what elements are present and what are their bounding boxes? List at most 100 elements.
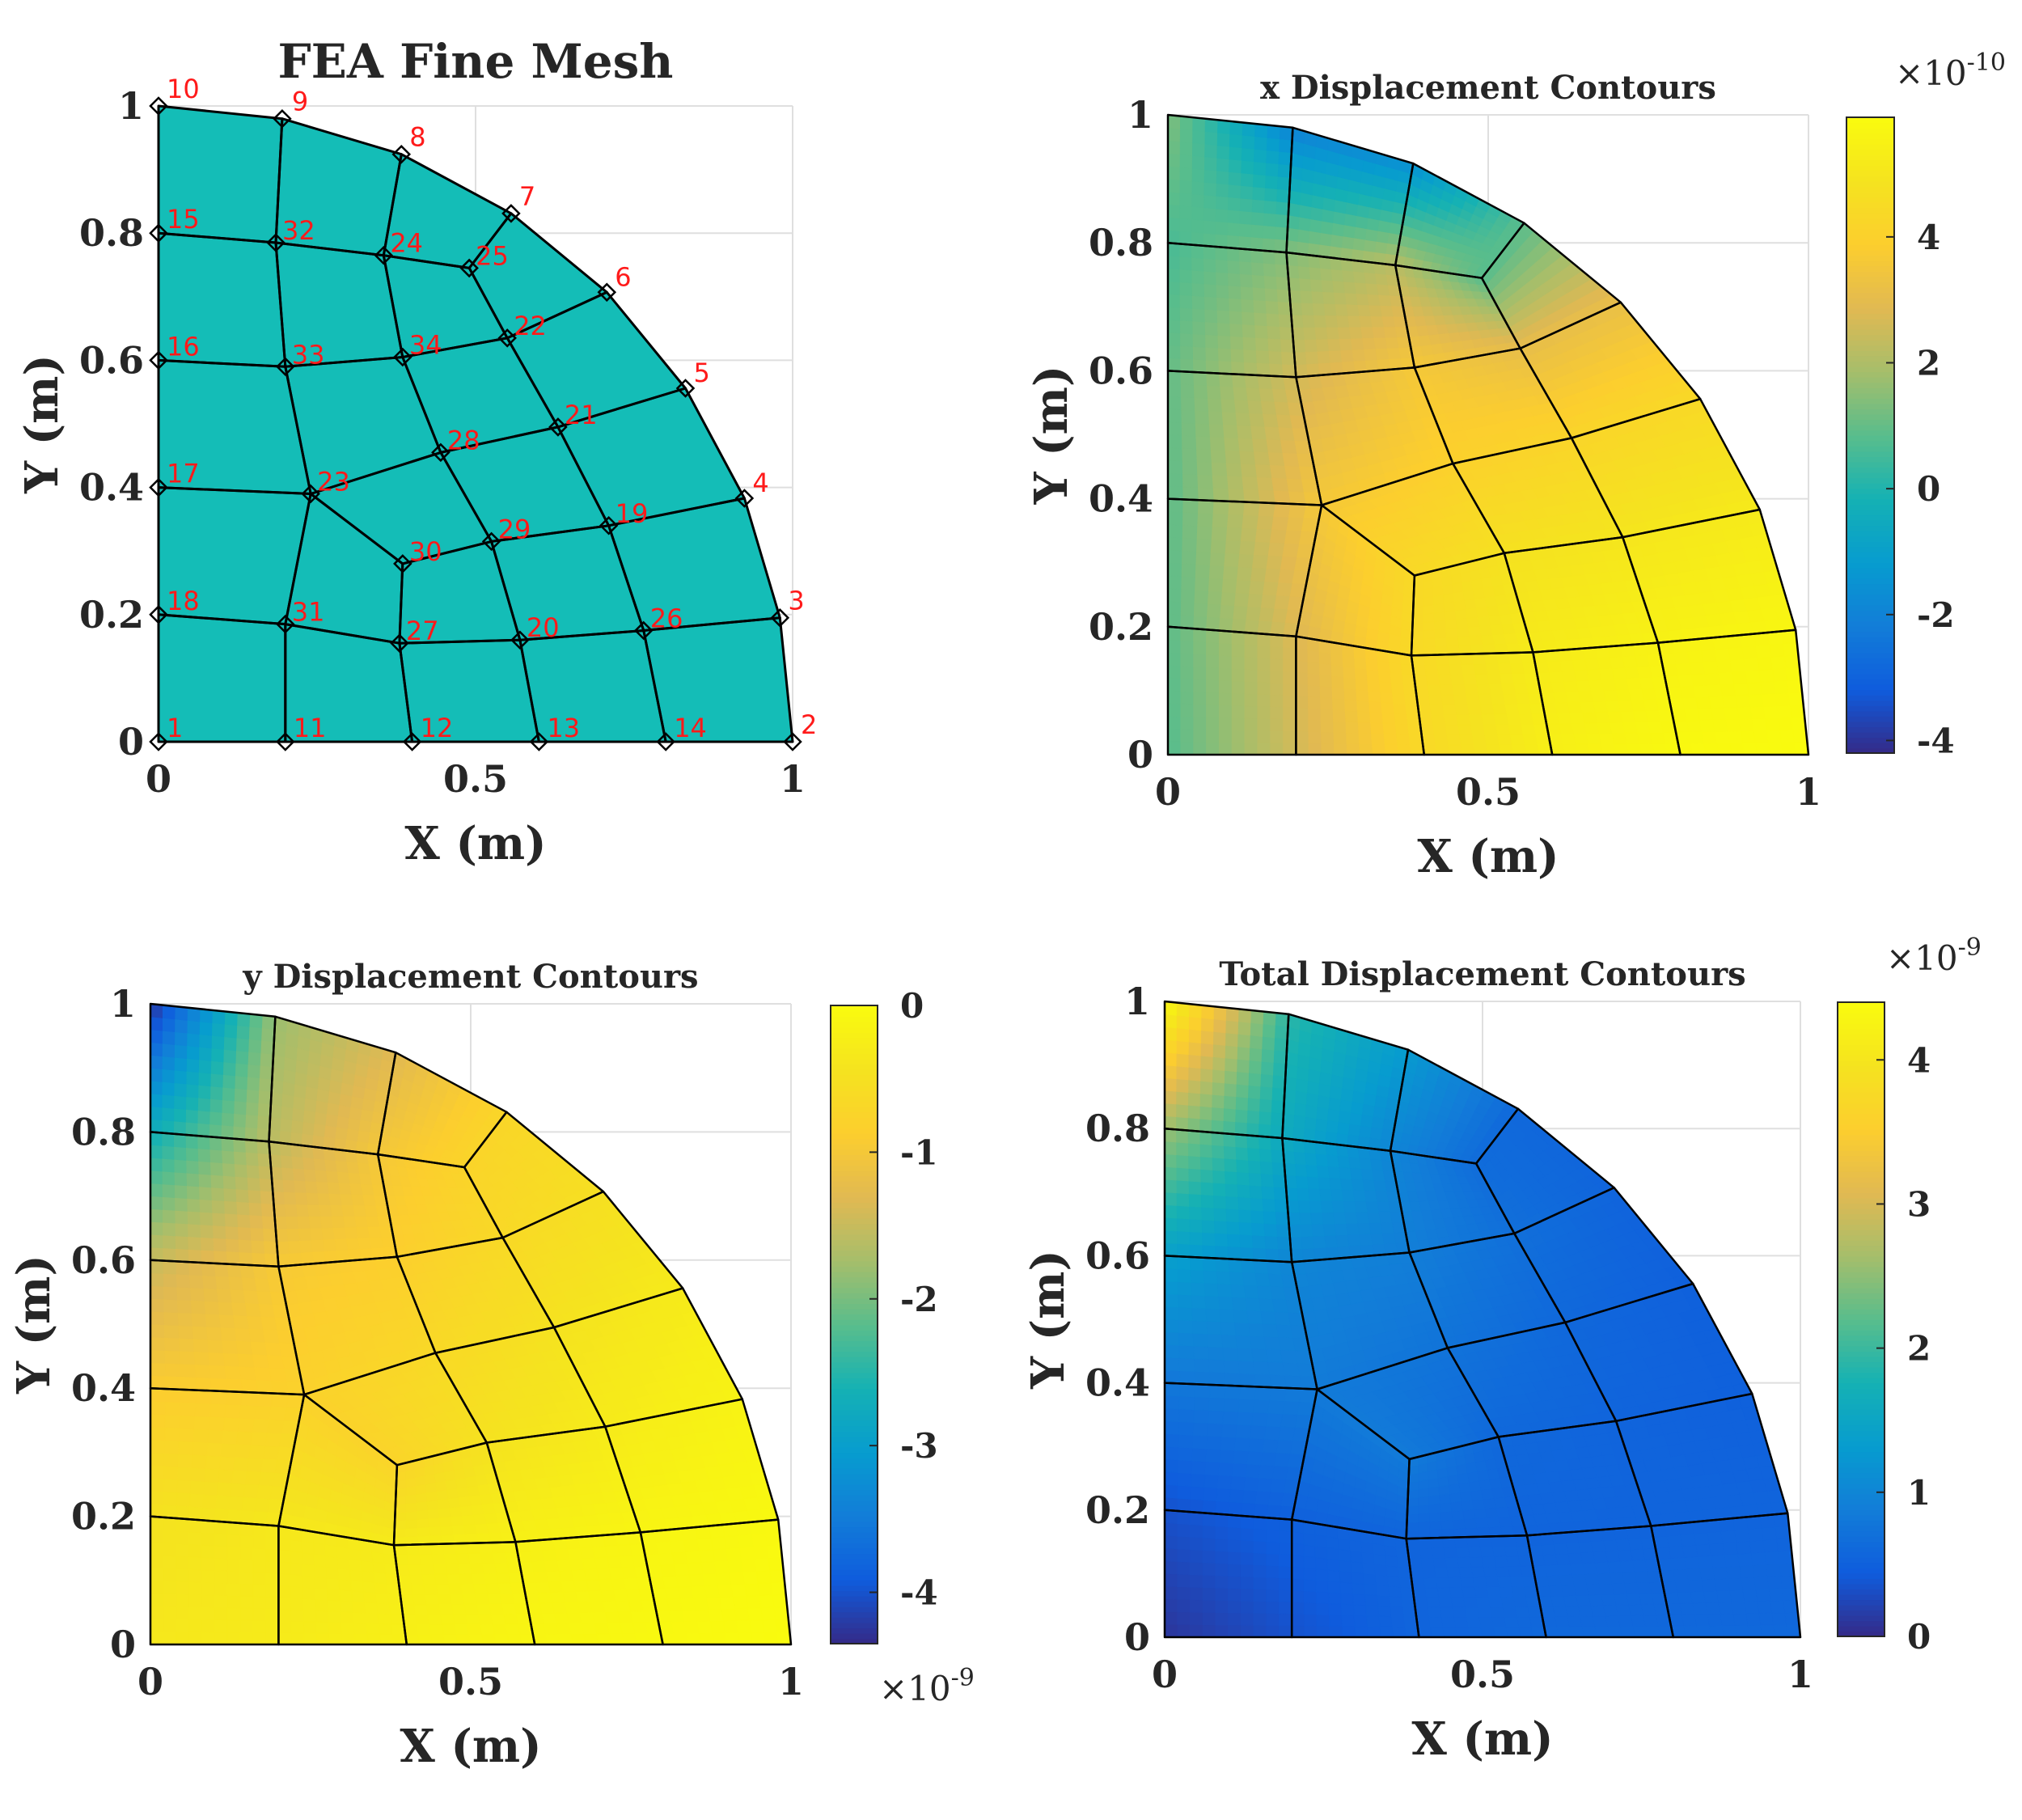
contour-cell: [361, 1183, 375, 1196]
contour-cell: [1480, 634, 1495, 645]
contour-cell: [729, 1571, 746, 1585]
contour-cell: [357, 1237, 372, 1250]
contour-cell: [252, 1418, 270, 1433]
contour-cell: [302, 1610, 317, 1623]
contour-cell: [476, 1603, 492, 1615]
contour-cell: [163, 1221, 176, 1237]
contour-cell: [562, 1590, 578, 1603]
contour-cell: [450, 1594, 465, 1605]
contour-cell: [579, 1611, 595, 1624]
contour-cell: [178, 1441, 194, 1455]
contour-cell: [1352, 349, 1366, 362]
contour-cell: [1356, 293, 1370, 306]
contour-cell: [1296, 742, 1309, 756]
contour-cell: [1485, 662, 1501, 675]
colorbar-segment: [1846, 631, 1894, 637]
contour-cell: [1284, 465, 1302, 480]
contour-cell: [1357, 722, 1372, 734]
node-marker: [481, 531, 501, 552]
contour-cell: [176, 1581, 189, 1595]
contour-cell: [1222, 565, 1239, 581]
contour-cell: [202, 1493, 218, 1509]
contour-cell: [235, 1062, 249, 1077]
contour-cell: [1264, 187, 1278, 202]
contour-cell: [1241, 298, 1255, 313]
contour-cell: [178, 1325, 194, 1340]
contour-cell: [609, 1567, 625, 1580]
contour-cell: [1331, 675, 1345, 689]
contour-cell: [195, 1390, 213, 1404]
contour-cell: [755, 1557, 771, 1572]
contour-cell: [1252, 173, 1267, 188]
contour-cell: [451, 1524, 466, 1535]
contour-cell: [1284, 529, 1302, 544]
contour-cell: [1192, 333, 1207, 348]
contour-cell: [265, 1584, 279, 1598]
colorbar-segment: [1846, 440, 1894, 447]
contour-cell: [1219, 642, 1233, 657]
contour-cell: [446, 1488, 459, 1500]
colorbar-segment: [1846, 355, 1894, 362]
contour-cell: [286, 1228, 301, 1242]
contour-cell: [1282, 452, 1300, 467]
contour-cell: [1219, 729, 1233, 743]
contour-cell: [376, 1602, 391, 1615]
contour-cell: [1364, 239, 1377, 253]
contour-cell: [226, 1607, 241, 1621]
contour-cell: [186, 1070, 200, 1086]
contour-cell: [1231, 643, 1246, 658]
contour-cell: [1499, 744, 1515, 756]
contour-cell: [1689, 662, 1706, 675]
contour-cell: [405, 1535, 419, 1546]
contour-cell: [1222, 424, 1239, 438]
contour-cell: [1203, 194, 1217, 210]
contour-cell: [265, 1572, 279, 1586]
contour-cell: [1330, 269, 1344, 282]
contour-cell: [1610, 722, 1626, 734]
contour-cell: [1508, 652, 1524, 664]
contour-cell: [1794, 742, 1809, 756]
contour-cell: [1262, 250, 1276, 265]
contour-cell: [1611, 667, 1627, 679]
contour-cell: [1167, 562, 1182, 577]
contour-cell: [162, 1120, 175, 1135]
contour-cell: [186, 1058, 200, 1073]
contour-cell: [1219, 630, 1233, 645]
node-label: 2: [801, 709, 817, 740]
contour-cell: [1524, 744, 1540, 756]
contour-cell: [1180, 652, 1195, 667]
contour-cell: [224, 1365, 242, 1380]
contour-cell: [192, 1338, 209, 1353]
contour-cell: [441, 1534, 455, 1545]
contour-cell: [702, 1572, 719, 1586]
contour-cell: [269, 1406, 287, 1421]
colorbar-segment: [1846, 265, 1894, 272]
contour-cell: [1459, 653, 1474, 665]
contour-cell: [1478, 693, 1493, 705]
contour-cell: [1712, 719, 1728, 732]
contour-cell: [1278, 313, 1293, 328]
contour-cell: [162, 1069, 176, 1084]
contour-cell: [1707, 684, 1723, 697]
contour-cell: [427, 1508, 441, 1519]
node-label: 25: [476, 240, 509, 271]
contour-cell: [1212, 487, 1230, 502]
mesh-element: [383, 255, 508, 358]
contour-cell: [214, 1557, 228, 1572]
contour-cell: [1565, 691, 1581, 703]
contour-cell: [1283, 742, 1297, 756]
colorbar-segment: [1846, 625, 1894, 633]
contour-cell: [1206, 667, 1220, 681]
contour-cell: [490, 1542, 506, 1554]
contour-cell: [1179, 231, 1192, 246]
contour-cell: [762, 1619, 777, 1633]
contour-cell: [1242, 311, 1256, 326]
node-marker: [149, 223, 168, 243]
contour-cell: [1221, 411, 1237, 426]
contour-cell: [1504, 703, 1521, 715]
colorbar-segment: [1846, 244, 1894, 251]
contour-cell: [319, 1216, 334, 1229]
colorbar-segment: [1846, 260, 1894, 267]
contour-cell: [1500, 672, 1515, 684]
contour-cell: [1772, 667, 1788, 682]
